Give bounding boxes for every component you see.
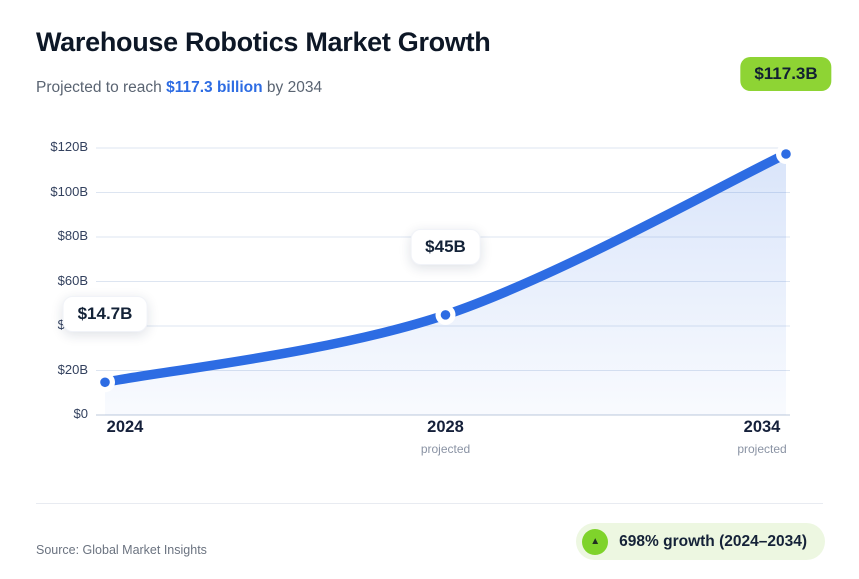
- y-axis-label: $0: [73, 406, 88, 421]
- y-axis-label: $60B: [57, 272, 88, 288]
- y-axis-label: $100B: [50, 183, 88, 199]
- area-fill: [105, 154, 786, 415]
- projected-note: projected: [420, 442, 471, 456]
- trend-up-icon: ▲: [582, 528, 609, 555]
- source-note: Source: Global Market Insights: [36, 543, 207, 557]
- year-label: 2024: [106, 418, 144, 436]
- value-label-2028: $45B: [410, 228, 481, 265]
- y-axis-label: $20B: [57, 361, 88, 377]
- x-axis-label-2028: 2028 projected: [376, 418, 516, 456]
- footer-divider: [36, 503, 823, 504]
- value-label-2034: $117.3B: [740, 57, 832, 92]
- data-point-core: [440, 310, 451, 320]
- year-label: 2034: [743, 418, 781, 436]
- page-title: Warehouse Robotics Market Growth: [36, 27, 491, 57]
- subtitle-suffix: by 2034: [262, 79, 323, 96]
- data-point-core: [100, 377, 110, 388]
- y-axis-label: $120B: [50, 139, 88, 154]
- projected-note: projected: [737, 442, 787, 456]
- market-growth-chart: $0$20B$40B$60B$80B$100B$120B 20242028pro…: [0, 57, 859, 460]
- value-label-2024: $14.7B: [62, 296, 148, 333]
- growth-badge: ▲ 698% growth (2024–2034): [576, 523, 825, 560]
- x-axis-label-2034: 2034 projected: [692, 418, 832, 456]
- subtitle: Projected to reach $117.3 billion by 203…: [36, 79, 322, 97]
- chart-canvas: [95, 144, 796, 416]
- subtitle-prefix: Projected to reach: [36, 79, 167, 96]
- growth-badge-label: 698% growth (2024–2034): [619, 532, 807, 550]
- x-axis-label-2024: 2024: [55, 418, 195, 437]
- year-label: 2028: [427, 418, 464, 436]
- y-axis-label: $80B: [57, 228, 88, 243]
- subtitle-highlight: $117.3 billion: [166, 79, 263, 96]
- data-point-core: [781, 149, 791, 159]
